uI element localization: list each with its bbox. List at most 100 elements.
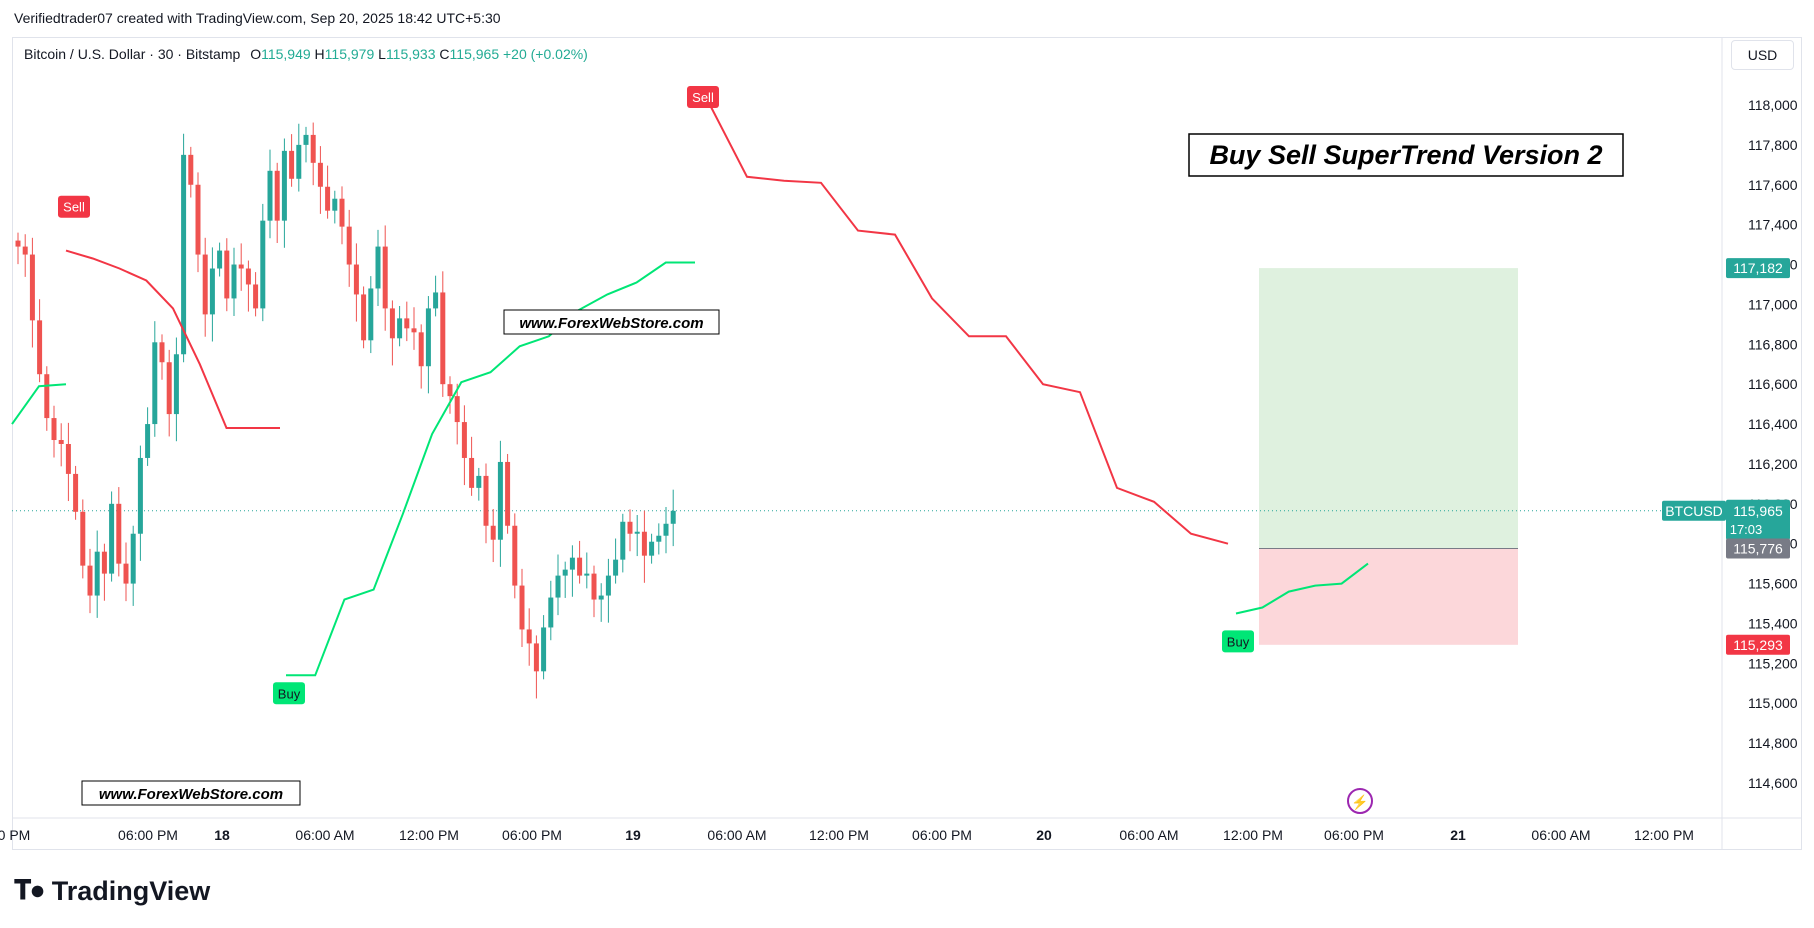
watermark-text: www.ForexWebStore.com bbox=[519, 315, 703, 332]
y-tick-label: 116,200 bbox=[1748, 456, 1798, 472]
high-value: 115,979 bbox=[324, 46, 375, 62]
candle-body bbox=[447, 384, 453, 397]
x-tick-label: 06:00 AM bbox=[1119, 827, 1178, 843]
candle-body bbox=[353, 264, 359, 295]
chart-credit: Verifiedtrader07 created with TradingVie… bbox=[14, 10, 501, 26]
candle-body bbox=[670, 510, 676, 524]
watermark-box bbox=[503, 309, 720, 335]
supertrend-up-line bbox=[286, 261, 695, 677]
candle-body bbox=[433, 292, 439, 309]
change-value: +20 (+0.02%) bbox=[503, 46, 588, 62]
supertrend-down-line bbox=[65, 249, 280, 429]
loss-zone bbox=[1259, 548, 1518, 645]
y-tick-label: 115,600 bbox=[1748, 576, 1798, 592]
stop-price-tag bbox=[1726, 634, 1790, 655]
candle-body bbox=[382, 246, 388, 309]
candle-body bbox=[425, 308, 431, 367]
y-tick-label: 116,400 bbox=[1748, 416, 1798, 432]
candle-body bbox=[217, 250, 223, 269]
close-label: C bbox=[439, 46, 450, 62]
supertrend-down-line bbox=[709, 104, 1229, 545]
y-tick-label: 116,800 bbox=[1748, 336, 1798, 352]
candle-body bbox=[591, 573, 597, 600]
candle-body bbox=[562, 569, 568, 576]
x-tick-label: 12:00 PM bbox=[809, 827, 869, 843]
x-tick-label: 06:00 PM bbox=[912, 827, 972, 843]
candle-body bbox=[548, 597, 554, 628]
candle-body bbox=[101, 551, 107, 574]
x-tick-label: 06:00 PM bbox=[502, 827, 562, 843]
sell-signal-label[interactable] bbox=[58, 195, 90, 218]
candle-body bbox=[289, 150, 295, 179]
lightning-glyph: ⚡ bbox=[1351, 794, 1368, 811]
target-price-tag bbox=[1726, 258, 1790, 279]
candle-body bbox=[569, 557, 575, 570]
candle-body bbox=[519, 585, 525, 630]
candle-body bbox=[505, 461, 511, 526]
y-tick-label: 118,000 bbox=[1748, 97, 1798, 113]
candle-body bbox=[397, 318, 403, 339]
x-tick-label: 06:00 PM bbox=[1324, 827, 1384, 843]
candle-body bbox=[260, 220, 266, 309]
x-tick-label: 18 bbox=[214, 827, 230, 843]
currency-button[interactable]: USD bbox=[1731, 40, 1794, 70]
title-box bbox=[1188, 133, 1624, 177]
candle-body bbox=[44, 374, 50, 419]
candle-body bbox=[584, 573, 590, 576]
sell-signal-label[interactable] bbox=[687, 86, 719, 109]
candle-body bbox=[325, 186, 331, 211]
x-tick-label: 12:00 PM bbox=[399, 827, 459, 843]
lightning-icon[interactable] bbox=[1347, 788, 1373, 814]
high-label: H bbox=[314, 46, 325, 62]
candle-body bbox=[469, 457, 475, 488]
supertrend-up-line bbox=[11, 383, 67, 425]
candle-body bbox=[605, 575, 611, 596]
x-tick-label: 06:00 PM bbox=[118, 827, 178, 843]
x-tick-label: 06:00 AM bbox=[295, 827, 354, 843]
x-tick-label: 0 PM bbox=[0, 827, 30, 843]
candle-body bbox=[202, 254, 208, 315]
candle-body bbox=[109, 503, 115, 574]
buy-signal-label[interactable] bbox=[273, 682, 305, 705]
candle-body bbox=[346, 226, 352, 265]
candle-body bbox=[541, 627, 547, 672]
open-label: O bbox=[250, 46, 262, 62]
candle-body bbox=[533, 643, 539, 672]
candle-body bbox=[238, 264, 244, 269]
candle-body bbox=[526, 629, 532, 644]
footer-brand: TradingView bbox=[51, 875, 211, 906]
buy-signal-label[interactable] bbox=[1222, 630, 1254, 653]
x-tick-label: 06:00 AM bbox=[707, 827, 766, 843]
candle-body bbox=[195, 184, 201, 255]
low-value: 115,933 bbox=[385, 46, 436, 62]
candle-body bbox=[411, 328, 417, 333]
candle-body bbox=[404, 318, 410, 329]
candle-body bbox=[245, 268, 251, 285]
candle-body bbox=[231, 264, 237, 299]
candle-body bbox=[37, 320, 43, 375]
symbol-tag bbox=[1662, 500, 1726, 521]
candle-body bbox=[577, 557, 583, 576]
watermark-text: www.ForexWebStore.com bbox=[99, 786, 283, 803]
candle-body bbox=[173, 354, 179, 415]
candle-body bbox=[476, 475, 482, 488]
candle-body bbox=[454, 396, 460, 423]
candle-body bbox=[15, 240, 21, 247]
candle-body bbox=[418, 332, 424, 367]
candle-body bbox=[663, 523, 669, 536]
x-tick-label: 19 bbox=[625, 827, 641, 843]
symbol-text: BTCUSD bbox=[1665, 503, 1723, 519]
watermark-box bbox=[81, 780, 301, 806]
tradingview-logo[interactable]: 𝐓● TradingView bbox=[14, 875, 210, 907]
candle-body bbox=[137, 457, 143, 534]
symbol-description[interactable]: Bitcoin / U.S. Dollar · 30 · Bitstamp bbox=[24, 46, 241, 62]
candle-body bbox=[613, 559, 619, 576]
candle-body bbox=[332, 198, 338, 211]
candle-body bbox=[339, 198, 345, 227]
candle-body bbox=[310, 134, 316, 163]
candle-body bbox=[649, 541, 655, 556]
candle-body bbox=[159, 342, 165, 363]
candle-body bbox=[512, 525, 518, 586]
candle-body bbox=[73, 473, 79, 512]
